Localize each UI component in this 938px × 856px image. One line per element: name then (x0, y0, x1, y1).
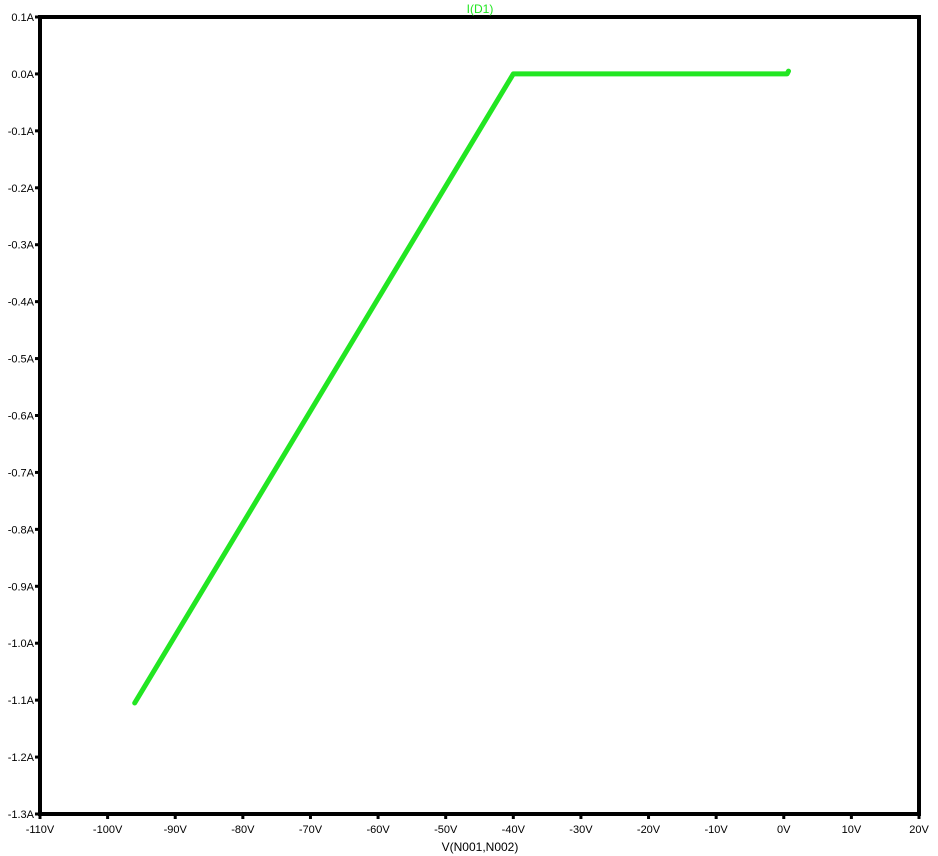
x-tick-label: -100V (93, 824, 123, 836)
x-tick-label: 10V (842, 824, 862, 836)
y-axis-ticks: 0.1A 0.0A -0.1A -0.2A -0.3A -0.4A -0.5A -0.6A -0… (8, 12, 40, 821)
y-tick-label: 0.0A (11, 69, 34, 81)
y-tick-label: -0.4A (8, 297, 35, 309)
y-tick-label: -0.5A (8, 354, 35, 366)
series-line-i-d1[interactable] (132, 68, 791, 706)
y-tick-label: -1.0A (8, 638, 35, 650)
y-tick-label: -0.6A (8, 411, 35, 423)
plot-frame (38, 15, 921, 816)
x-tick-label: 0V (777, 824, 791, 836)
y-tick-label: -0.1A (8, 126, 35, 138)
x-tick-label: -90V (164, 824, 188, 836)
series-layer (132, 68, 791, 706)
x-tick-label: -20V (637, 824, 661, 836)
y-tick-label: -0.7A (8, 467, 35, 479)
x-tick-label: -10V (705, 824, 729, 836)
y-tick-label: 0.1A (11, 12, 34, 24)
x-axis-ticks: -110V -100V -90V -80V -70V -60V -50V -40V -30V -2… (26, 814, 929, 836)
x-tick-label: -50V (434, 824, 458, 836)
x-tick-label: -30V (569, 824, 593, 836)
legend-entry-i-d1[interactable]: I(D1) (467, 2, 494, 16)
x-tick-label: 20V (909, 824, 929, 836)
y-tick-label: -0.9A (8, 581, 35, 593)
x-tick-label: -60V (366, 824, 390, 836)
y-tick-label: -1.3A (8, 809, 35, 821)
y-tick-label: -1.1A (8, 695, 35, 707)
y-tick-label: -1.2A (8, 752, 35, 764)
y-tick-label: -0.3A (8, 240, 35, 252)
x-axis-label: V(N001,N002) (442, 840, 519, 854)
x-tick-label: -80V (231, 824, 255, 836)
x-tick-label: -110V (26, 824, 55, 836)
x-tick-label: -70V (299, 824, 323, 836)
y-tick-label: -0.8A (8, 524, 35, 536)
y-tick-label: -0.2A (8, 183, 35, 195)
x-tick-label: -40V (502, 824, 526, 836)
